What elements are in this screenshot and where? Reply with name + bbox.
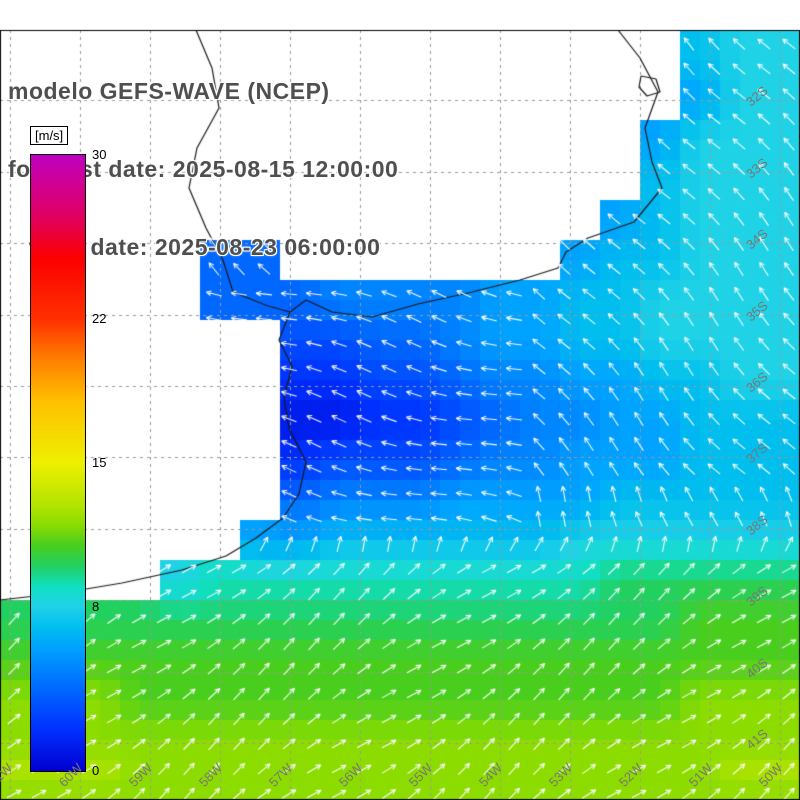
colorbar-unit-label: [m/s]	[30, 126, 69, 145]
colorbar-gradient	[30, 154, 86, 772]
colorbar-tick-label: 15	[92, 455, 107, 470]
colorbar-tick-label: 0	[92, 763, 100, 778]
colorbar-tick-label: 30	[92, 147, 107, 162]
colorbar: [m/s] 30 22 15 8 0	[28, 126, 148, 788]
model-title: modelo GEFS-WAVE (NCEP)	[8, 78, 330, 104]
colorbar-tick-label: 8	[92, 598, 100, 614]
colorbar-tick-label: 22	[92, 311, 107, 327]
